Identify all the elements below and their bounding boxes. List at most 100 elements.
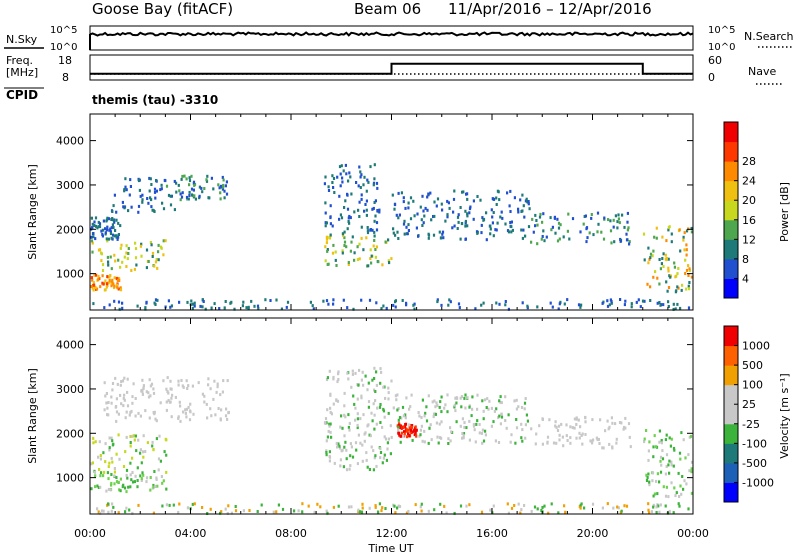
scatter-cell xyxy=(427,394,430,398)
scatter-cell xyxy=(94,440,97,444)
scatter-cell xyxy=(497,441,501,444)
scatter-cell xyxy=(625,238,629,242)
scatter-cell xyxy=(522,204,525,208)
scatter-cell xyxy=(173,208,176,212)
scatter-cell xyxy=(481,441,484,445)
scatter-cell xyxy=(113,467,116,470)
scatter-cell xyxy=(427,441,430,445)
scatter-cell xyxy=(312,307,315,311)
scatter-cell xyxy=(124,450,127,454)
scatter-cell xyxy=(449,439,452,443)
scatter-cell xyxy=(566,298,569,302)
scatter-cell xyxy=(459,424,462,428)
scatter-cell xyxy=(439,502,442,506)
scatter-cell xyxy=(325,449,328,453)
scatter-cell xyxy=(606,299,609,303)
scatter-cell xyxy=(156,484,159,488)
colorbar-segment xyxy=(724,482,738,503)
scatter-cell xyxy=(377,510,380,514)
scatter-cell xyxy=(485,406,488,409)
scatter-cell xyxy=(123,189,126,193)
scatter-cell xyxy=(664,472,667,476)
scatter-cell xyxy=(90,462,93,466)
scatter-cell xyxy=(115,234,118,238)
scatter-cell xyxy=(492,420,495,424)
scatter-cell xyxy=(131,434,134,438)
scatter-cell xyxy=(557,424,561,428)
scatter-cell xyxy=(524,397,527,400)
scatter-cell xyxy=(520,436,523,440)
scatter-cell xyxy=(495,301,498,305)
scatter-cell xyxy=(107,502,110,506)
scatter-cell xyxy=(223,189,226,193)
scatter-cell xyxy=(392,503,395,507)
scatter-cell xyxy=(356,412,359,416)
freq-label-line1: Freq. xyxy=(6,54,33,67)
scatter-cell xyxy=(338,165,342,169)
scatter-cell xyxy=(224,414,228,418)
scatter-cell xyxy=(405,225,408,229)
scatter-cell xyxy=(120,243,123,247)
colorbar-segment xyxy=(724,219,738,240)
scatter-cell xyxy=(178,300,181,304)
scatter-cell xyxy=(413,307,416,311)
scatter-cell xyxy=(440,410,443,414)
scatter-cell xyxy=(253,304,256,308)
scatter-cell xyxy=(178,189,181,193)
scatter-cell xyxy=(453,403,456,407)
scatter-cell xyxy=(368,468,371,471)
scatter-cell xyxy=(140,388,143,392)
scatter-cell xyxy=(301,502,304,506)
scatter-cell xyxy=(583,215,586,218)
scatter-cell xyxy=(407,229,410,232)
scatter-cell xyxy=(421,439,424,443)
scatter-cell xyxy=(436,197,440,201)
scatter-cell xyxy=(189,402,192,406)
scatter-cell xyxy=(449,426,452,430)
scatter-cell xyxy=(113,253,116,257)
scatter-cell xyxy=(107,510,110,514)
scatter-cell xyxy=(160,475,163,478)
scatter-cell xyxy=(472,217,475,221)
scatter-cell xyxy=(90,216,93,220)
scatter-cell xyxy=(655,505,658,509)
scatter-cell xyxy=(350,385,353,389)
scatter-cell xyxy=(498,198,501,202)
scatter-cell xyxy=(339,172,342,176)
scatter-cell xyxy=(680,492,683,496)
scatter-cell xyxy=(647,458,650,462)
scatter-cell xyxy=(150,205,153,209)
scatter-cell xyxy=(145,248,149,252)
scatter-cell xyxy=(217,407,220,410)
scatter-cell xyxy=(394,233,397,237)
scatter-cell xyxy=(468,438,471,442)
scatter-cell xyxy=(678,504,681,508)
scatter-cell xyxy=(662,303,665,307)
scatter-cell xyxy=(469,205,472,209)
scatter-cell xyxy=(409,217,413,221)
scatter-cell xyxy=(462,434,465,438)
scatter-cell xyxy=(662,265,665,268)
scatter-cell xyxy=(351,455,355,459)
scatter-cell xyxy=(332,186,335,189)
scatter-cell xyxy=(450,430,453,434)
scatter-cell xyxy=(455,401,458,405)
scatter-cell xyxy=(130,205,133,209)
scatter-cell xyxy=(131,395,134,399)
scatter-cell xyxy=(101,509,104,513)
scatter-cell xyxy=(672,511,675,515)
scatter-cell xyxy=(499,215,502,219)
scatter-cell xyxy=(524,423,527,427)
colorbar-tick-label: 4 xyxy=(742,272,749,285)
scatter-cell xyxy=(434,412,437,416)
scatter-cell xyxy=(104,442,107,446)
scatter-cell xyxy=(648,511,651,515)
scatter-cell xyxy=(165,470,168,474)
scatter-cell xyxy=(420,424,423,428)
scatter-cell xyxy=(95,273,98,277)
scatter-cell xyxy=(112,218,115,222)
scatter-cell xyxy=(660,262,663,266)
scatter-cell xyxy=(506,191,509,195)
scatter-cell xyxy=(404,413,407,417)
scatter-cell xyxy=(453,224,456,228)
